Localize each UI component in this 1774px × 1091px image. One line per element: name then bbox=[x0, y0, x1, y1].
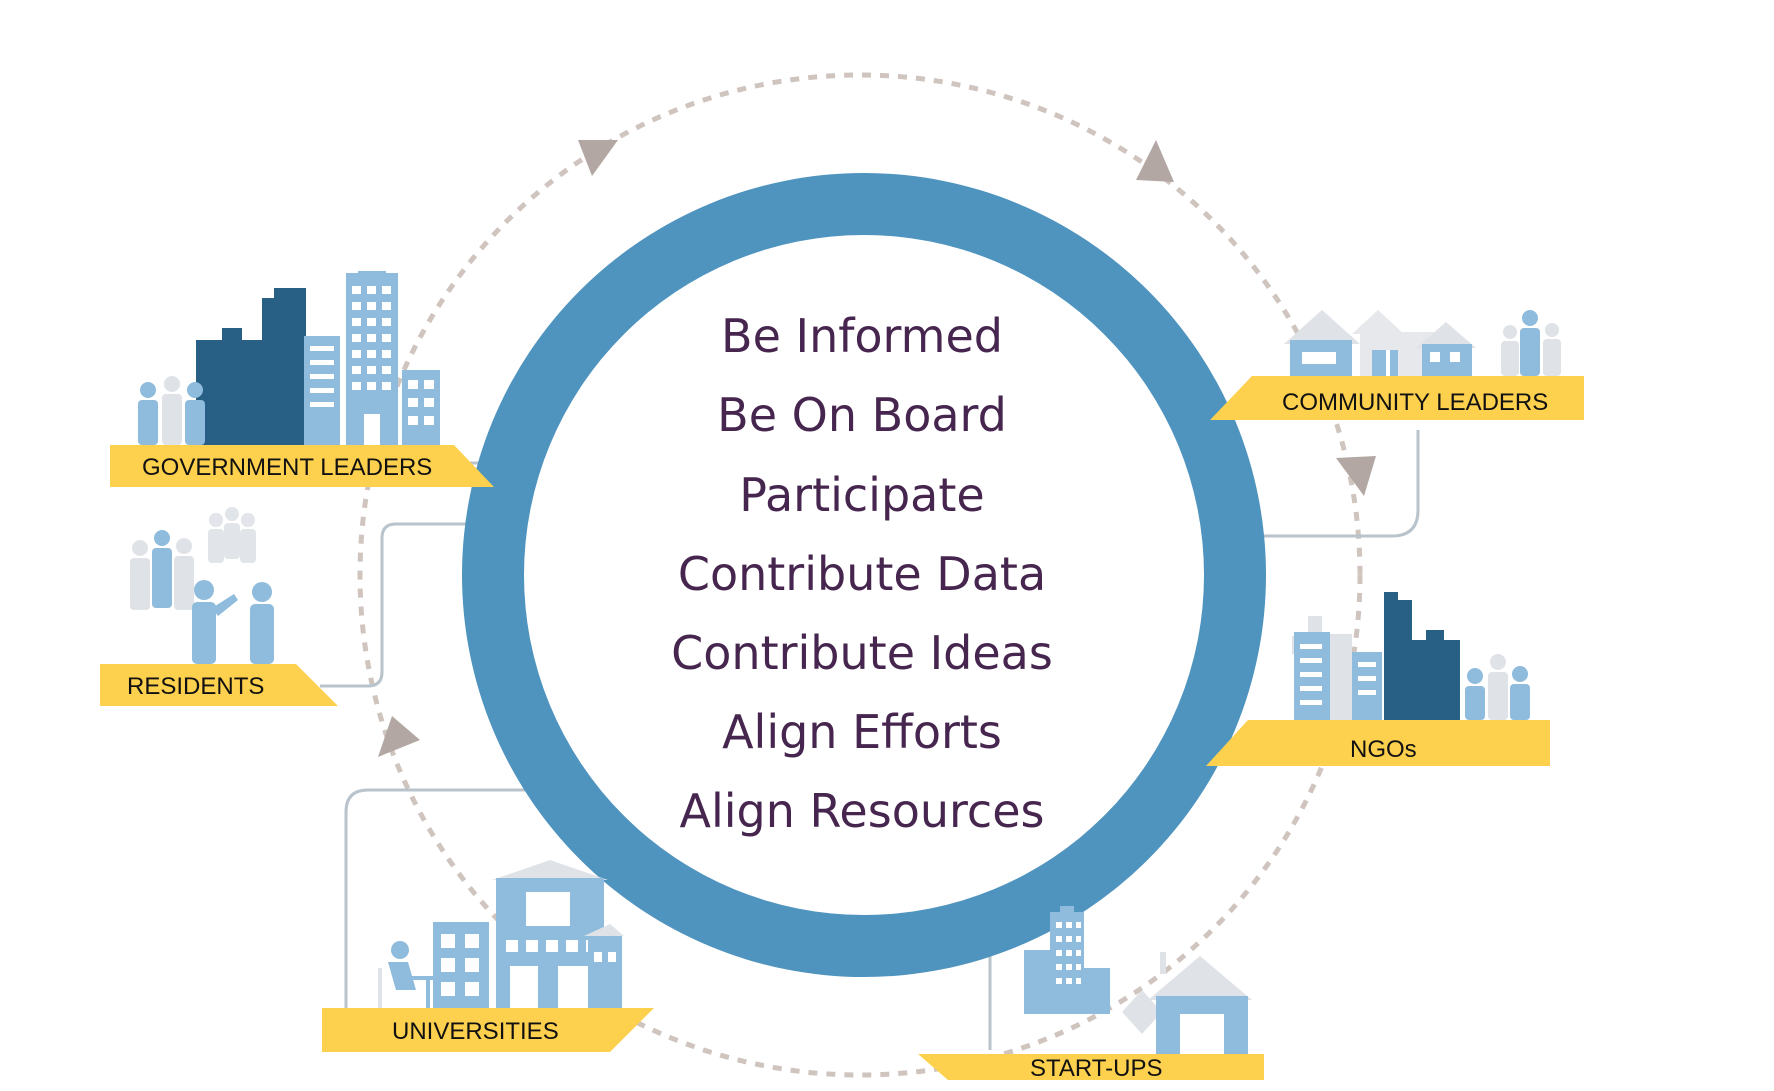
cycle-arrow-right-icon bbox=[1336, 456, 1376, 496]
government-label: GOVERNMENT LEADERS bbox=[142, 454, 432, 481]
community-people-icon bbox=[1501, 310, 1561, 376]
community-label: COMMUNITY LEADERS bbox=[1282, 389, 1548, 416]
cycle-arrows bbox=[378, 140, 1376, 757]
cycle-arrow-top-right-icon bbox=[1136, 140, 1174, 182]
residents-label: RESIDENTS bbox=[127, 673, 264, 700]
connector-community bbox=[1200, 430, 1420, 538]
center-item-align-efforts: Align Efforts bbox=[722, 705, 1002, 759]
connector-residents bbox=[320, 522, 532, 688]
universities-illustration bbox=[378, 860, 624, 1008]
center-item-contribute-ideas: Contribute Ideas bbox=[671, 626, 1053, 680]
center-item-align-resources: Align Resources bbox=[680, 784, 1045, 838]
ngos-illustration bbox=[1292, 592, 1530, 720]
center-item-contribute-data: Contribute Data bbox=[678, 547, 1046, 601]
cycle-arrow-left-icon bbox=[378, 716, 420, 757]
center-disc bbox=[524, 235, 1204, 915]
student-icon bbox=[378, 941, 438, 1008]
center-item-be-on-board: Be On Board bbox=[717, 388, 1007, 442]
center-item-participate: Participate bbox=[739, 468, 984, 522]
startups-illustration bbox=[1024, 906, 1252, 1056]
connector-universities bbox=[344, 788, 602, 1008]
ngos-label-band bbox=[1206, 720, 1550, 766]
cycle-arrow-top-left-icon bbox=[578, 140, 618, 176]
residents-label-band bbox=[100, 664, 338, 706]
startups-label: START-UPS bbox=[1030, 1055, 1162, 1082]
government-illustration bbox=[138, 271, 440, 445]
ngos-label: NGOs bbox=[1350, 736, 1417, 763]
ngos-people-icon bbox=[1465, 654, 1530, 720]
startups-label-band bbox=[918, 1054, 1264, 1080]
center-list: Be Informed Be On Board Participate Cont… bbox=[671, 309, 1053, 838]
government-people-icon bbox=[138, 376, 205, 445]
center-item-be-informed: Be Informed bbox=[721, 309, 1003, 363]
community-label-band bbox=[1210, 376, 1584, 420]
government-dark-building-icon bbox=[196, 288, 306, 445]
cycle-dashed-ring bbox=[357, 72, 1363, 1078]
startup-house-icon bbox=[1148, 956, 1252, 1000]
residents-people-icon bbox=[130, 507, 274, 664]
universities-label: UNIVERSITIES bbox=[392, 1018, 559, 1045]
government-label-band bbox=[110, 445, 494, 487]
universities-label-band bbox=[322, 1008, 654, 1052]
community-illustration bbox=[1284, 310, 1561, 376]
